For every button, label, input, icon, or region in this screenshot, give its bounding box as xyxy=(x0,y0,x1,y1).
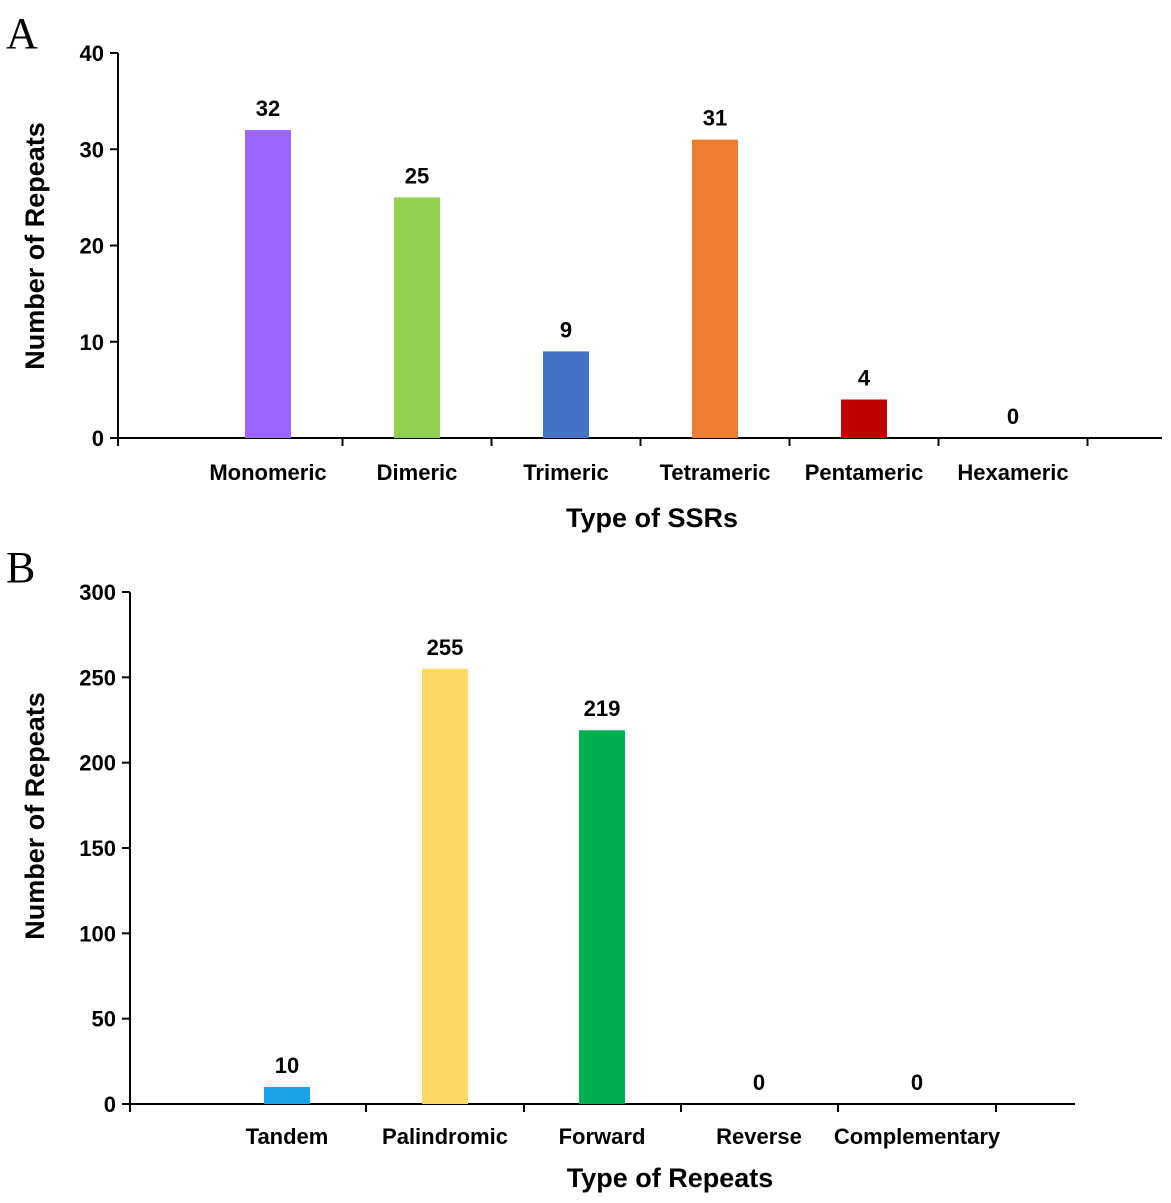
panel-b-y-tick-label: 300 xyxy=(79,580,116,605)
panel-a-y-tick-label: 30 xyxy=(80,137,104,162)
panel-a-value-label-tetrameric: 31 xyxy=(703,106,727,131)
panel-a-bar-monomeric xyxy=(245,130,291,438)
panel-a-value-label-dimeric: 25 xyxy=(405,163,429,188)
panel-b-value-label-reverse: 0 xyxy=(753,1070,765,1095)
panel-b-x-axis-title: Type of Repeats xyxy=(567,1163,774,1193)
panel-b-category-label-reverse: Reverse xyxy=(716,1124,802,1149)
panel-b-label: B xyxy=(6,543,35,592)
panel-b-y-tick-label: 0 xyxy=(104,1092,116,1117)
panel-b-category-label-forward: Forward xyxy=(559,1124,646,1149)
panel-a-y-axis-title: Number of Repeats xyxy=(20,122,50,370)
panel-b-bar-tandem xyxy=(264,1086,310,1104)
panel-b-value-label-tandem: 10 xyxy=(275,1053,299,1078)
panel-a-y-tick-label: 40 xyxy=(80,41,104,66)
panel-a-bar-dimeric xyxy=(394,197,440,438)
panel-b-category-label-complementary: Complementary xyxy=(834,1124,1001,1149)
panel-a-category-label-dimeric: Dimeric xyxy=(377,460,458,485)
panel-b-category-label-tandem: Tandem xyxy=(246,1124,329,1149)
panel-b-category-label-palindromic: Palindromic xyxy=(382,1124,508,1149)
panel-b-value-label-palindromic: 255 xyxy=(427,635,464,660)
panel-a-chart: A Number of Repeats Type of SSRs 0 10 20 30… xyxy=(6,9,1162,533)
panel-b-chart: B Number of Repeats Type of Repeats 0 50 1… xyxy=(6,543,1075,1193)
panel-a-x-ticks xyxy=(117,438,1089,446)
panel-b-value-label-complementary: 0 xyxy=(911,1070,923,1095)
panel-a-y-tick-label: 0 xyxy=(92,426,104,451)
panel-b-value-labels: 10 255 219 0 0 xyxy=(275,635,923,1095)
panel-a-bar-pentameric xyxy=(841,399,887,438)
panel-b-category-labels: Tandem Palindromic Forward Reverse Complemen… xyxy=(246,1124,1001,1149)
panel-a-y-tick-label: 20 xyxy=(80,234,104,259)
panel-a-category-label-tetrameric: Tetrameric xyxy=(660,460,771,485)
panel-a-y-tick-label: 10 xyxy=(80,330,104,355)
panel-a-value-label-trimeric: 9 xyxy=(560,317,572,342)
panel-a-x-axis-title: Type of SSRs xyxy=(566,503,738,533)
panel-b-bar-palindromic xyxy=(422,668,468,1104)
panel-a-bar-tetrameric xyxy=(692,139,738,438)
panel-b-y-axis-title: Number of Repeats xyxy=(20,692,50,940)
panel-a-value-label-hexameric: 0 xyxy=(1007,404,1019,429)
panel-b-y-tick-label: 100 xyxy=(79,921,116,946)
panel-b-y-tick-label: 50 xyxy=(92,1007,116,1032)
panel-a-category-label-hexameric: Hexameric xyxy=(957,460,1068,485)
panel-a-label: A xyxy=(6,9,38,58)
panel-b-y-tick-label: 200 xyxy=(79,751,116,776)
panel-a-category-label-trimeric: Trimeric xyxy=(523,460,609,485)
panel-a-y-ticks: 0 10 20 30 40 xyxy=(80,41,118,451)
panel-a-category-label-pentameric: Pentameric xyxy=(805,460,924,485)
panel-a-category-label-monomeric: Monomeric xyxy=(209,460,326,485)
panel-b-y-ticks: 0 50 100 150 200 250 300 xyxy=(79,580,130,1117)
panel-a-bars xyxy=(245,130,887,438)
panel-b-value-label-forward: 219 xyxy=(584,696,621,721)
panel-b-y-tick-label: 250 xyxy=(79,665,116,690)
panel-a-value-label-monomeric: 32 xyxy=(256,96,280,121)
panel-a-bar-trimeric xyxy=(543,351,589,438)
panel-a-category-labels: Monomeric Dimeric Trimeric Tetrameric Pentam… xyxy=(209,460,1068,485)
panel-b-bars xyxy=(264,668,625,1104)
panel-b-y-tick-label: 150 xyxy=(79,836,116,861)
panel-b-bar-forward xyxy=(579,730,625,1104)
panel-a-value-labels: 32 25 9 31 4 0 xyxy=(256,96,1019,429)
panel-a-value-label-pentameric: 4 xyxy=(858,366,871,391)
panel-b-x-ticks xyxy=(129,1104,997,1112)
